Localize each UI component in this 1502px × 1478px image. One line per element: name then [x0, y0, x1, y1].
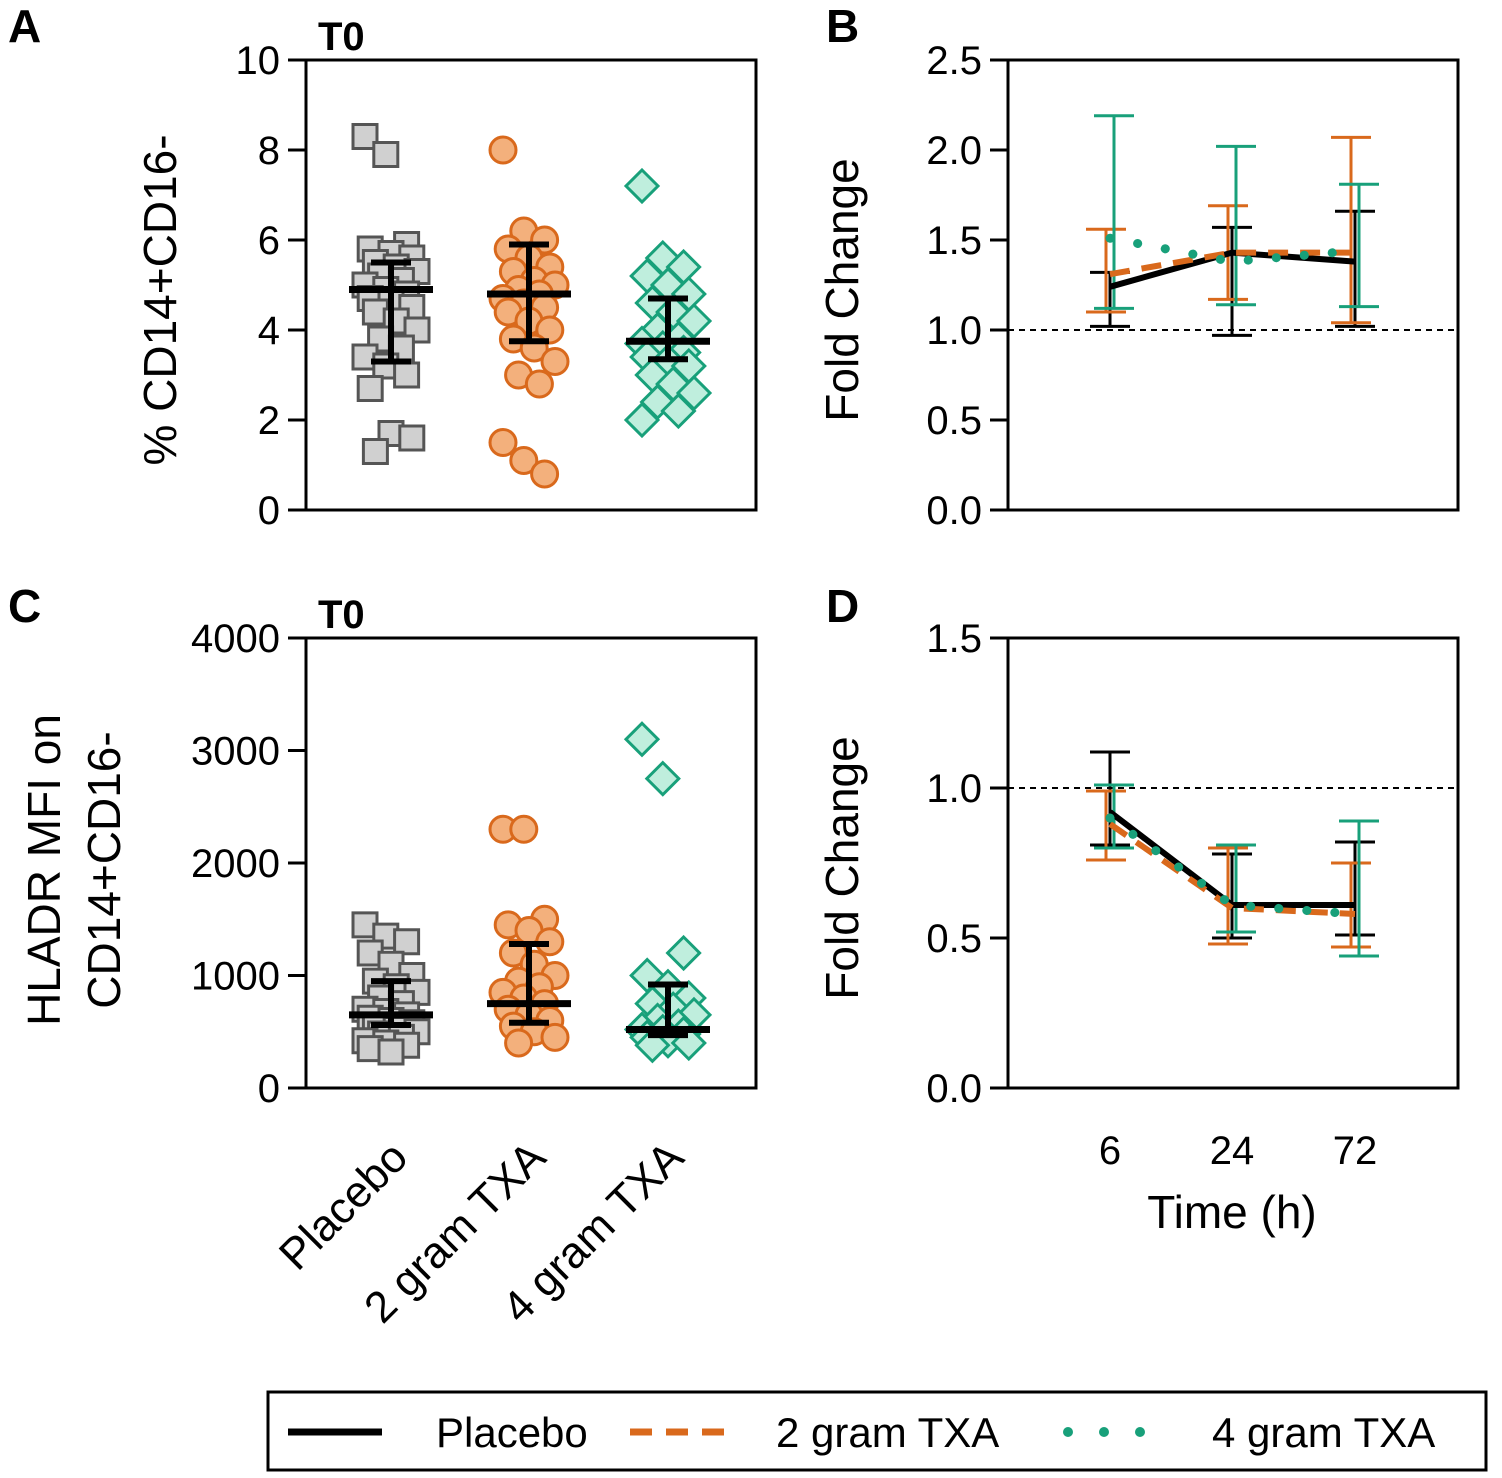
panel-c-ytick-label: 0 [258, 1067, 280, 1111]
panel-d-ytick-label: 1.0 [926, 767, 982, 811]
panel-a-point-2-gram-txa [488, 135, 518, 165]
panel-a-plot: 0 2 4 6 8 10 [236, 39, 758, 533]
panel-letter-c: C [8, 580, 41, 632]
panel-a-point-4-gram-txa [623, 167, 661, 205]
panel-a-point-placebo [398, 424, 426, 452]
panel-b-frame [1006, 58, 1460, 512]
panel-c-title: T0 [318, 593, 365, 637]
panel-a-ylabel: % CD14+CD16- [134, 134, 186, 465]
panel-d-frame [1006, 636, 1460, 1090]
panel-a-point-placebo [393, 361, 421, 389]
panel-a-ytick-label: 4 [258, 309, 280, 353]
panel-c-point-2-gram-txa [504, 1028, 534, 1058]
panel-a-point-placebo [361, 438, 389, 465]
panel-a-ytick-label: 10 [236, 39, 281, 83]
panel-c-point-2-gram-txa [509, 814, 539, 844]
panel-c-ytick-label: 1000 [191, 955, 280, 999]
panel-letter-d: D [826, 580, 859, 632]
legend-label-placebo: Placebo [436, 1409, 588, 1456]
panel-a-frame [304, 58, 758, 512]
panel-a-point-2-gram-txa [524, 369, 554, 399]
panel-b-ytick-label: 0.0 [926, 489, 982, 533]
panel-b-series-line-placebo [1109, 249, 1356, 290]
panel-a-ytick-label: 6 [258, 219, 280, 263]
panel-b-ytick-label: 2.0 [926, 129, 982, 173]
panel-c-ytick-label: 4000 [191, 617, 280, 661]
panel-letter-a: A [8, 0, 41, 52]
panel-a-point-placebo [356, 375, 384, 402]
panel-a-point-4-gram-txa [660, 392, 697, 430]
panel-c-point-4-gram-txa [644, 760, 681, 797]
panel-d-xtick-label: 72 [1333, 1129, 1378, 1173]
panel-c-point-placebo [377, 1038, 405, 1066]
panel-d-series-line-2-gram-txa [1108, 821, 1356, 917]
panel-a-point-2-gram-txa [530, 459, 560, 489]
panel-a-point-2-gram-txa [488, 428, 518, 457]
panel-b-ytick-label: 1.0 [926, 309, 982, 353]
panel-a-point-2-gram-txa [509, 446, 539, 475]
panel-a-point-2-gram-txa [535, 315, 565, 345]
panel-c-plot: 0 1000 2000 3000 4000 [191, 617, 758, 1111]
panel-b-ytick-label: 0.5 [926, 399, 982, 443]
panel-a-ytick-label: 2 [258, 399, 280, 443]
panel-d-ytick-label: 1.5 [926, 617, 982, 661]
legend-frame [266, 1390, 1488, 1472]
panel-a-point-2-gram-txa [540, 347, 570, 376]
panel-c-ytick-label: 3000 [191, 730, 280, 774]
panel-c-ylabel-line2: CD14+CD16- [78, 731, 130, 1008]
panel-a-point-4-gram-txa [623, 401, 661, 439]
panel-c-point-2-gram-txa [540, 1022, 570, 1052]
panel-d-ylabel: Fold Change [816, 736, 868, 999]
panel-d-ytick-label: 0.5 [926, 917, 982, 961]
panel-c-ytick-label: 2000 [191, 842, 280, 886]
panel-d-plot: 0.0 0.5 1.0 1.5 6 24 72 [926, 617, 1460, 1173]
panel-c-point-4-gram-txa [623, 721, 661, 758]
legend-label-4-gram-txa: 4 gram TXA [1212, 1409, 1435, 1456]
panel-b-plot: 0.0 0.5 1.0 1.5 2.0 2.5 [926, 39, 1460, 533]
panel-d-ytick-label: 0.0 [926, 1067, 982, 1111]
panel-d-xtick-label: 6 [1099, 1129, 1121, 1173]
panel-a-ytick-label: 0 [258, 489, 280, 533]
panel-b-series-line-2-gram-txa [1109, 249, 1355, 278]
panel-b-ytick-label: 1.5 [926, 219, 982, 263]
panel-c-point-4-gram-txa [665, 934, 702, 972]
legend-swatch-4-gram-txa [1063, 1427, 1145, 1437]
panel-c-point-placebo [393, 928, 421, 956]
panel-a-ytick-label: 8 [258, 129, 280, 173]
panel-d-xtick-label: 24 [1210, 1129, 1255, 1173]
panel-c-ylabel-line1: HLADR MFI on [18, 714, 70, 1026]
legend-label-2-gram-txa: 2 gram TXA [776, 1409, 999, 1456]
legend: Placebo 2 gram TXA 4 gram TXA [266, 1390, 1488, 1472]
panel-a-point-placebo [372, 141, 400, 168]
panel-b-ylabel: Fold Change [816, 158, 868, 421]
panel-d-xlabel: Time (h) [1147, 1186, 1317, 1238]
panel-a-title: T0 [318, 15, 365, 59]
panel-b-ytick-label: 2.5 [926, 39, 982, 83]
panel-letter-b: B [826, 0, 859, 52]
